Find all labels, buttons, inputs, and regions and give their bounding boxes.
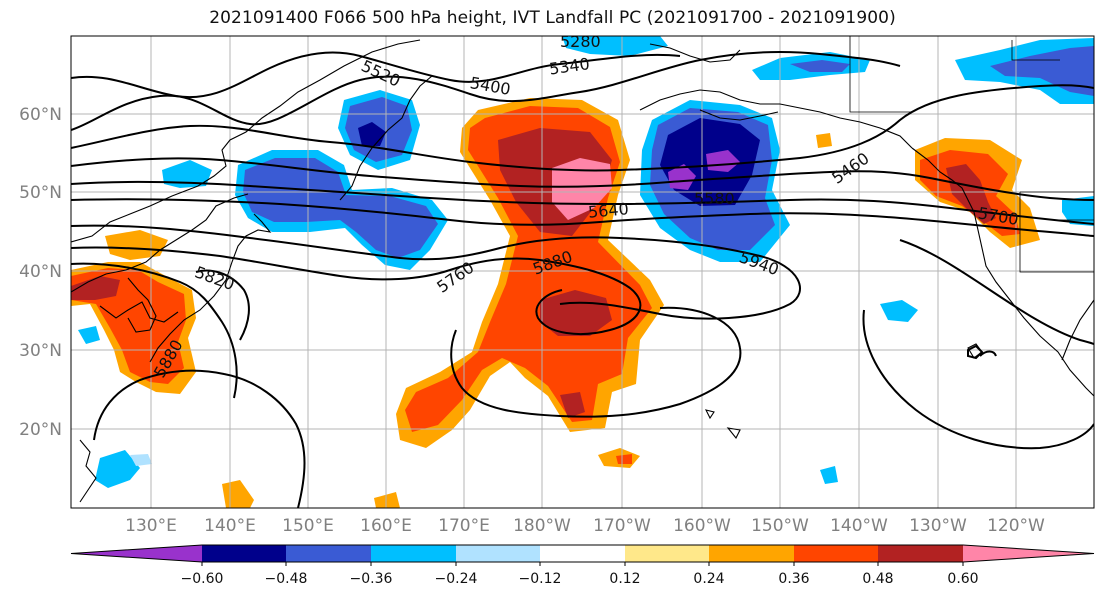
- colorbar-swatch: [286, 545, 371, 562]
- map-frame: [70, 35, 1095, 509]
- colorbar-extend-min: [71, 545, 202, 562]
- lat-label: 40°N: [19, 262, 62, 282]
- colorbar-ticks: [201, 562, 964, 566]
- lon-label: 130°W: [909, 516, 967, 536]
- colorbar-label: 0.24: [693, 571, 724, 587]
- negative-anomaly-fields: [78, 36, 1094, 488]
- colorbar-label: −0.60: [181, 571, 224, 587]
- colorbar-label: 0.60: [947, 571, 978, 587]
- colorbar-swatch: [794, 545, 878, 562]
- colorbar-swatch: [202, 545, 286, 562]
- contour-label: 5640: [587, 199, 629, 221]
- lat-label: 60°N: [19, 105, 62, 125]
- longitude-labels: 130°E 140°E 150°E 160°E 170°E 180°W 170°…: [125, 516, 1045, 536]
- colorbar-label: 0.48: [862, 571, 893, 587]
- colorbar-swatch: [456, 545, 540, 562]
- height-contours: [71, 51, 1094, 508]
- small-closed-contour: [967, 344, 984, 360]
- contour-label: 5580: [694, 189, 735, 208]
- colorbar-swatch: [625, 545, 709, 562]
- contour-label: 5280: [560, 32, 601, 51]
- colorbar-label: −0.24: [435, 571, 478, 587]
- gridlines: [71, 36, 1094, 508]
- coastlines: [71, 36, 1094, 503]
- colorbar-swatches: [70, 544, 1095, 563]
- lon-label: 180°W: [513, 516, 571, 536]
- colorbar-label: −0.12: [519, 571, 562, 587]
- colorbar-swatch: [371, 545, 456, 562]
- colorbar-swatch: [709, 545, 794, 562]
- colorbar-extend-max: [963, 545, 1094, 562]
- lon-label: 120°W: [987, 516, 1045, 536]
- colorbar-label: 0.36: [778, 571, 809, 587]
- lon-label: 130°E: [125, 516, 177, 536]
- lon-label: 170°E: [438, 516, 490, 536]
- colorbar-swatch: [878, 545, 963, 562]
- colorbar-swatch: [540, 545, 625, 562]
- map-title: 2021091400 F066 500 hPa height, IVT Land…: [209, 8, 896, 28]
- lat-label: 50°N: [19, 183, 62, 203]
- latitude-labels: 60°N 50°N 40°N 30°N 20°N: [19, 105, 62, 440]
- lat-label: 30°N: [19, 341, 62, 361]
- lon-label: 140°E: [204, 516, 256, 536]
- lon-label: 160°W: [673, 516, 731, 536]
- lat-label: 20°N: [19, 420, 62, 440]
- colorbar-label: −0.36: [350, 571, 393, 587]
- colorbar-label: −0.48: [265, 571, 308, 587]
- lon-label: 150°W: [751, 516, 809, 536]
- colorbar-label: 0.12: [609, 571, 640, 587]
- colorbar-labels: −0.60 −0.48 −0.36 −0.24 −0.12 0.12 0.24 …: [181, 571, 979, 587]
- lon-label: 150°E: [282, 516, 334, 536]
- lon-label: 160°E: [360, 516, 412, 536]
- lon-label: 170°W: [593, 516, 651, 536]
- lon-label: 140°W: [830, 516, 888, 536]
- colorbar: −0.60 −0.48 −0.36 −0.24 −0.12 0.12 0.24 …: [70, 544, 1095, 587]
